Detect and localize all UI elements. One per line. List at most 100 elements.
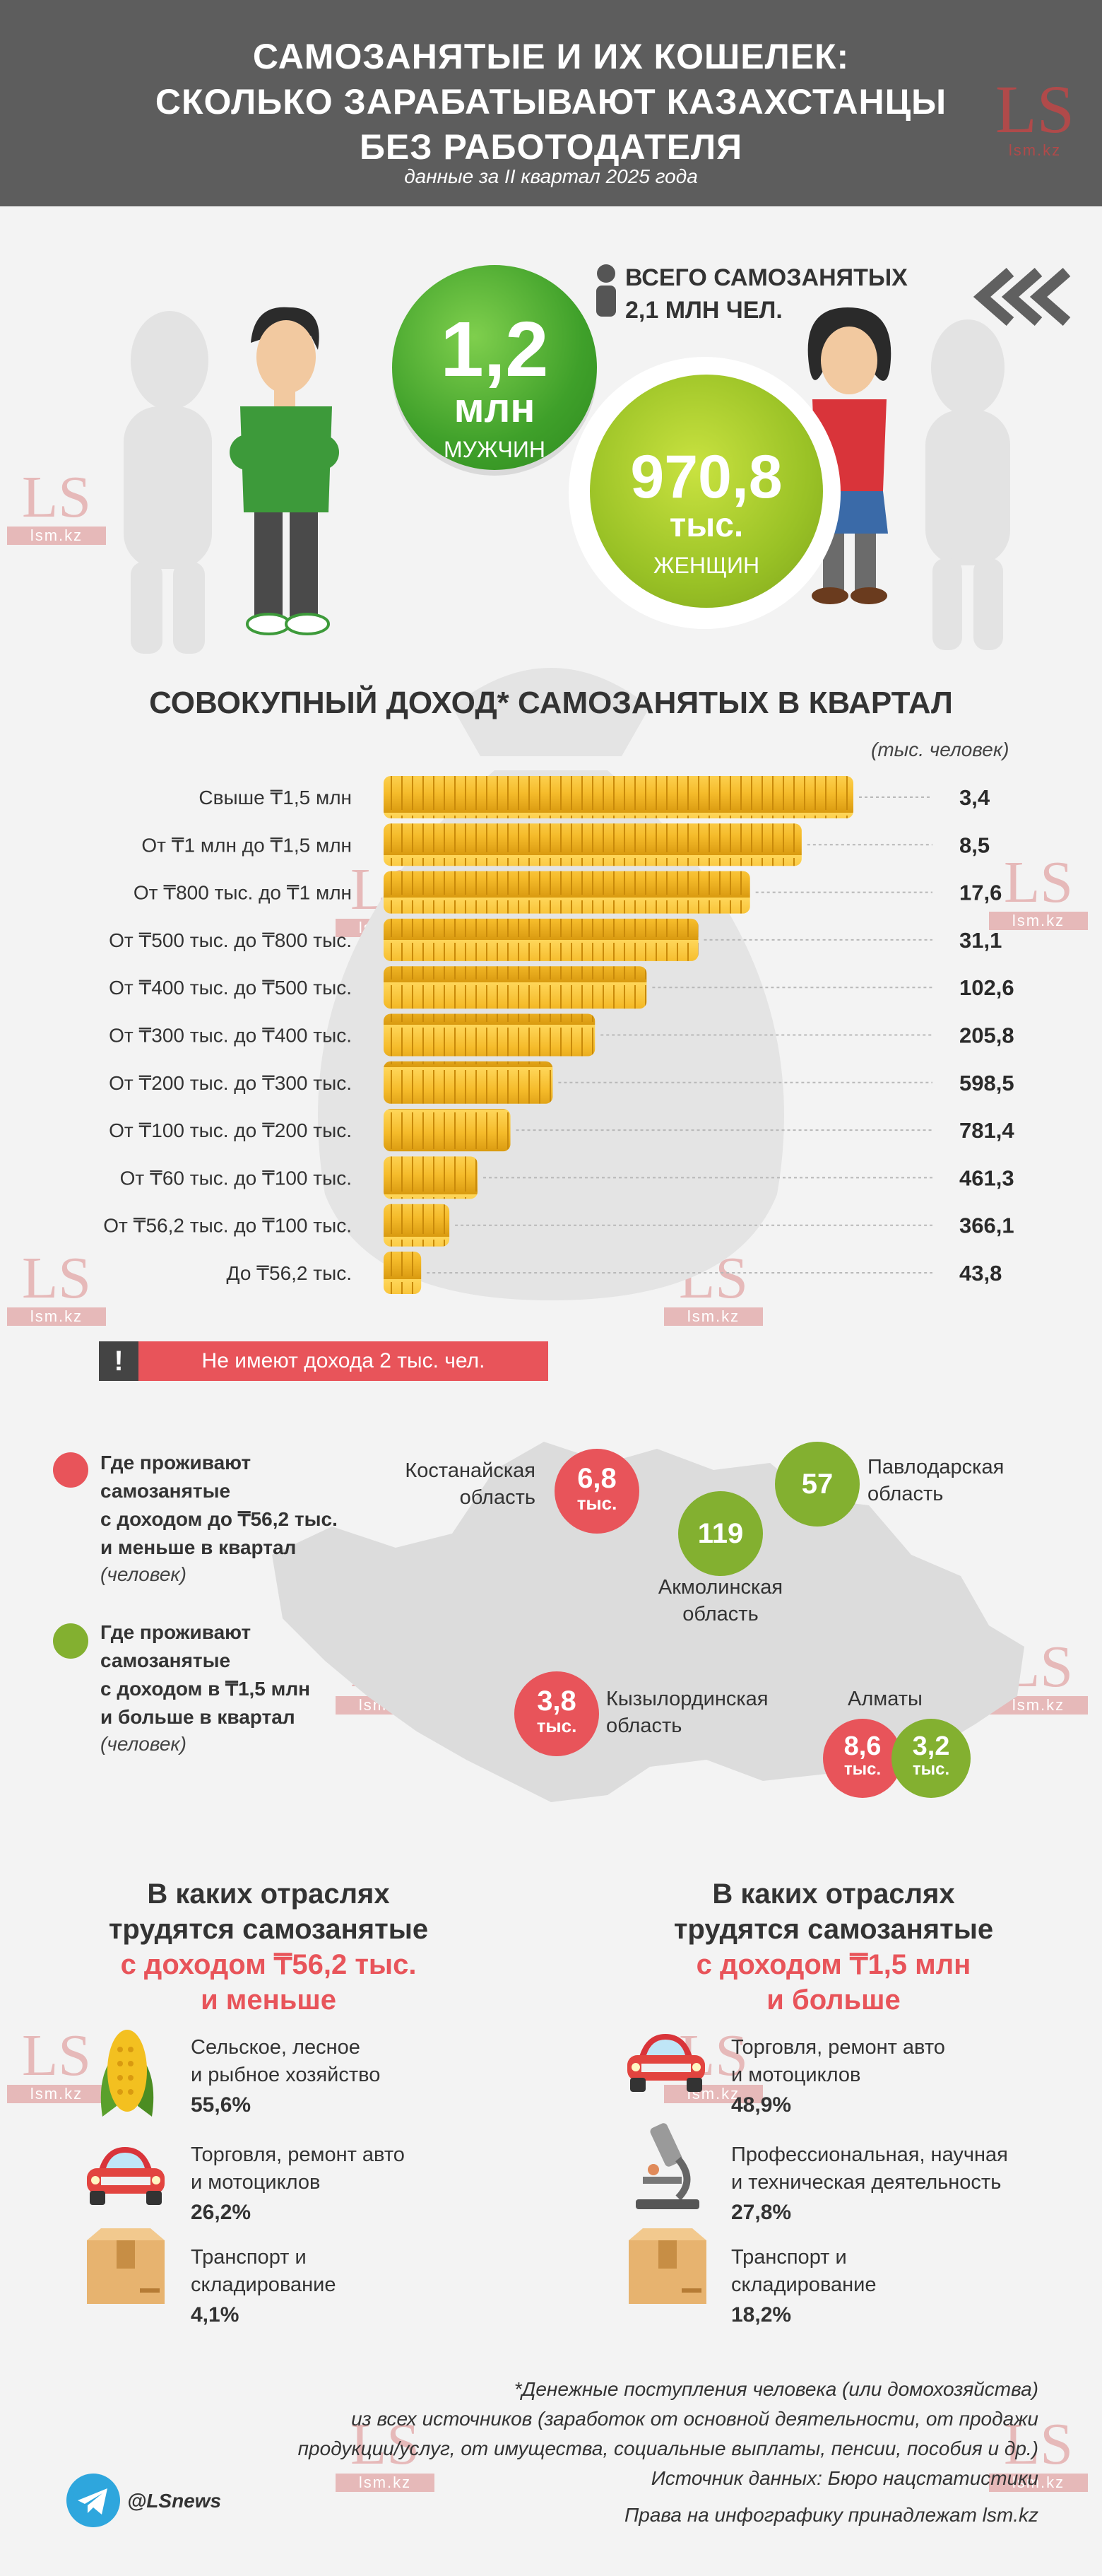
watermark-site: lsm.kz bbox=[989, 2474, 1088, 2492]
telegram-icon[interactable] bbox=[65, 2472, 122, 2529]
corn-icon bbox=[100, 2030, 154, 2117]
industry-name: Профессиональная, научная и техническая … bbox=[731, 2143, 1008, 2194]
region-kyzylorda-bubble: 3,8 тыс. bbox=[514, 1671, 599, 1756]
industry-left-item: Торговля, ремонт авто и мотоциклов 26,2% bbox=[191, 2141, 405, 2225]
value-label: 17,6 bbox=[959, 881, 1002, 905]
value-label: 31,1 bbox=[959, 928, 1002, 953]
female-unit: тыс. bbox=[669, 507, 744, 544]
income-bar-chart: Свыше ₸1,5 млн 3,4 От ₸1 млн до ₸1,5 млн 8,… bbox=[103, 776, 1014, 1294]
industry-percent: 55,6% bbox=[191, 2093, 251, 2117]
region-almaty-name: Алматы bbox=[848, 1688, 923, 1710]
legend-high-text: Где проживают самозанятые с доходом в ₸1… bbox=[100, 1621, 311, 1728]
watermark-site: lsm.kz bbox=[7, 2085, 106, 2103]
region-kostanay-unit: тыс. bbox=[576, 1493, 617, 1514]
female-label: ЖЕНЩИН bbox=[653, 553, 760, 578]
industry-name: Торговля, ремонт авто и мотоциклов bbox=[731, 2036, 945, 2086]
industries-left-title-3: с доходом ₸56,2 тыс. bbox=[120, 1949, 417, 1980]
category-label: От ₸400 тыс. до ₸500 тыс. bbox=[109, 977, 352, 999]
header-logo: LS lsm.kz bbox=[985, 71, 1084, 160]
region-almaty-low-unit: тыс. bbox=[843, 1760, 882, 1779]
category-label: От ₸300 тыс. до ₸400 тыс. bbox=[109, 1025, 352, 1047]
chevron-left-icon bbox=[973, 267, 1071, 327]
region-almaty-low-bubble: 8,6 тыс. bbox=[823, 1719, 902, 1798]
male-label: МУЖЧИН bbox=[444, 437, 545, 462]
box-icon bbox=[87, 2228, 165, 2304]
female-circle: 970,8 тыс. ЖЕНЩИН bbox=[590, 375, 823, 608]
category-label: До ₸56,2 тыс. bbox=[227, 1262, 352, 1284]
region-almaty-high-value: 3,2 bbox=[912, 1731, 950, 1761]
value-label: 3,4 bbox=[959, 785, 990, 810]
industry-name: Торговля, ремонт авто и мотоциклов bbox=[191, 2143, 405, 2194]
box-icon bbox=[629, 2228, 706, 2304]
region-almaty-high-bubble: 3,2 тыс. bbox=[891, 1719, 971, 1798]
legend-high-dot bbox=[53, 1623, 88, 1659]
coin-bar bbox=[384, 823, 802, 866]
watermark-site: lsm.kz bbox=[7, 1307, 106, 1326]
source-line: Источник данных: Бюро нацстатистики bbox=[651, 2467, 1038, 2489]
industries-left-title-1: В каких отраслях bbox=[147, 1878, 390, 1910]
industry-right-item: Профессиональная, научная и техническая … bbox=[731, 2141, 1008, 2225]
industries-left-heading: В каких отраслях трудятся самозанятые с … bbox=[57, 1876, 480, 2018]
category-label: От ₸200 тыс. до ₸300 тыс. bbox=[109, 1072, 352, 1094]
female-value: 970,8 bbox=[630, 443, 783, 511]
watermark-mark: LS bbox=[350, 2411, 420, 2477]
warning-icon: ! bbox=[99, 1341, 138, 1381]
coin-bar bbox=[384, 1013, 596, 1057]
chart-unit: (тыс. человек) bbox=[871, 739, 1009, 760]
category-label: От ₸60 тыс. до ₸100 тыс. bbox=[120, 1167, 352, 1189]
category-label: Свыше ₸1,5 млн bbox=[199, 787, 352, 808]
coin-bar bbox=[384, 1156, 478, 1199]
industry-name: Сельское, лесное и рыбное хозяйство bbox=[191, 2036, 381, 2086]
coin-bar bbox=[384, 1061, 553, 1104]
watermark-mark: LS bbox=[21, 1245, 92, 1311]
footnote-line: продукции/услуг, от имущества, социальны… bbox=[297, 2437, 1038, 2459]
rights-line: Права на инфографику принадлежат lsm.kz bbox=[624, 2504, 1038, 2526]
industry-right-item: Торговля, ремонт авто и мотоциклов 48,9% bbox=[731, 2034, 945, 2117]
chart-title: СОВОКУПНЫЙ ДОХОД* САМОЗАНЯТЫХ В КВАРТАЛ bbox=[149, 686, 953, 720]
industry-percent: 48,9% bbox=[731, 2093, 792, 2117]
region-akmola-value: 119 bbox=[697, 1518, 744, 1549]
industry-left-item: Сельское, лесное и рыбное хозяйство 55,6… bbox=[191, 2034, 380, 2117]
region-kostanay-value: 6,8 bbox=[577, 1463, 617, 1494]
header-logo-site: lsm.kz bbox=[1008, 141, 1062, 159]
region-kyzylorda-name: Кызылординская область bbox=[606, 1688, 769, 1737]
industries-right-title-3: с доходом ₸1,5 млн bbox=[696, 1949, 971, 1980]
coin-bar bbox=[384, 776, 853, 818]
watermark-site: lsm.kz bbox=[7, 527, 106, 545]
industry-name: Транспорт и складирование bbox=[731, 2246, 877, 2296]
industries-left-title-2: трудятся самозанятые bbox=[108, 1914, 429, 1945]
industry-right-item: Транспорт и складирование 18,2% bbox=[731, 2244, 877, 2327]
region-akmola-bubble: 119 bbox=[678, 1491, 763, 1576]
microscope-icon bbox=[636, 2123, 699, 2209]
watermark-site: lsm.kz bbox=[989, 912, 1088, 930]
region-almaty-high-unit: тыс. bbox=[912, 1760, 950, 1779]
watermark-site: lsm.kz bbox=[664, 1307, 763, 1326]
coin-bar bbox=[384, 966, 647, 1009]
male-circle: 1,2 млн МУЖЧИН bbox=[392, 265, 597, 470]
value-label: 598,5 bbox=[959, 1071, 1014, 1095]
watermark-mark: LS bbox=[1003, 2411, 1074, 2477]
telegram-handle[interactable]: @LSnews bbox=[127, 2490, 222, 2512]
region-pavlodar-bubble: 57 bbox=[775, 1442, 860, 1527]
category-label: От ₸800 тыс. до ₸1 млн bbox=[134, 882, 352, 904]
header-banner bbox=[0, 0, 1102, 206]
region-kyzylorda-value: 3,8 bbox=[537, 1686, 576, 1717]
legend-low-dot bbox=[53, 1452, 88, 1488]
person-icon bbox=[596, 264, 616, 317]
coin-bar bbox=[384, 918, 699, 961]
page-title: САМОЗАНЯТЫЕ И ИХ КОШЕЛЕК: СКОЛЬКО ЗАРАБА… bbox=[155, 37, 947, 167]
kazakhstan-map bbox=[272, 1442, 1024, 1802]
no-income-note: Не имеют дохода 2 тыс. чел. bbox=[201, 1349, 485, 1372]
value-label: 781,4 bbox=[959, 1118, 1014, 1143]
legend-high-note: (человек) bbox=[100, 1733, 186, 1755]
watermark-mark: LS bbox=[21, 464, 92, 530]
header-logo-mark: LS bbox=[995, 71, 1075, 147]
industries-right-title-2: трудятся самозанятые bbox=[673, 1914, 994, 1945]
male-figure-icon bbox=[230, 307, 339, 635]
industry-percent: 27,8% bbox=[731, 2201, 792, 2224]
